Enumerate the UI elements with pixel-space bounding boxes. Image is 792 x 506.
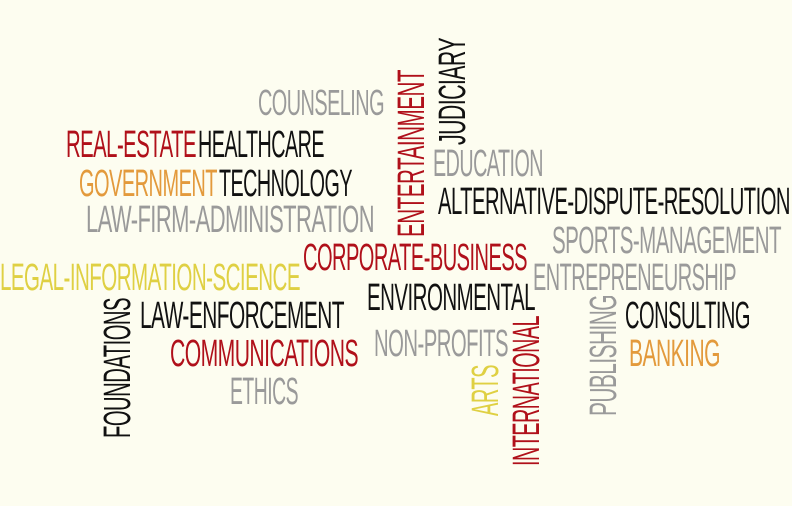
word-environmental: ENVIRONMENTAL xyxy=(367,277,536,319)
word-communications: COMMUNICATIONS xyxy=(170,333,359,375)
word-publishing: PUBLISHING xyxy=(583,295,625,416)
word-international: INTERNATIONAL xyxy=(506,316,548,466)
word-real-estate: REAL-ESTATE xyxy=(66,124,197,166)
word-judiciary: JUDICIARY xyxy=(432,37,474,145)
word-education: EDUCATION xyxy=(433,143,544,185)
word-counseling: COUNSELING xyxy=(258,82,385,123)
word-law-firm-administration: LAW-FIRM-ADMINISTRATION xyxy=(86,199,375,241)
word-ethics: ETHICS xyxy=(230,371,299,413)
word-arts: ARTS xyxy=(465,365,507,416)
word-banking: BANKING xyxy=(629,333,721,375)
word-legal-information-science: LEGAL-INFORMATION-SCIENCE xyxy=(0,257,301,299)
word-non-profits: NON-PROFITS xyxy=(374,323,509,365)
word-law-enforcement: LAW-ENFORCEMENT xyxy=(140,295,345,337)
word-entertainment: ENTERTAINMENT xyxy=(391,70,433,238)
word-corporate-business: CORPORATE-BUSINESS xyxy=(303,237,528,279)
word-entrepreneurship: ENTREPRENEURSHIP xyxy=(533,257,737,299)
word-technology: TECHNOLOGY xyxy=(219,163,353,205)
word-foundations: FOUNDATIONS xyxy=(97,298,139,438)
word-healthcare: HEALTHCARE xyxy=(198,124,325,166)
word-alternative-dispute-resolution: ALTERNATIVE-DISPUTE-RESOLUTION xyxy=(438,181,791,223)
word-sports-management: SPORTS-MANAGEMENT xyxy=(552,220,782,262)
word-consulting: CONSULTING xyxy=(625,295,751,337)
word-government: GOVERNMENT xyxy=(79,163,218,205)
